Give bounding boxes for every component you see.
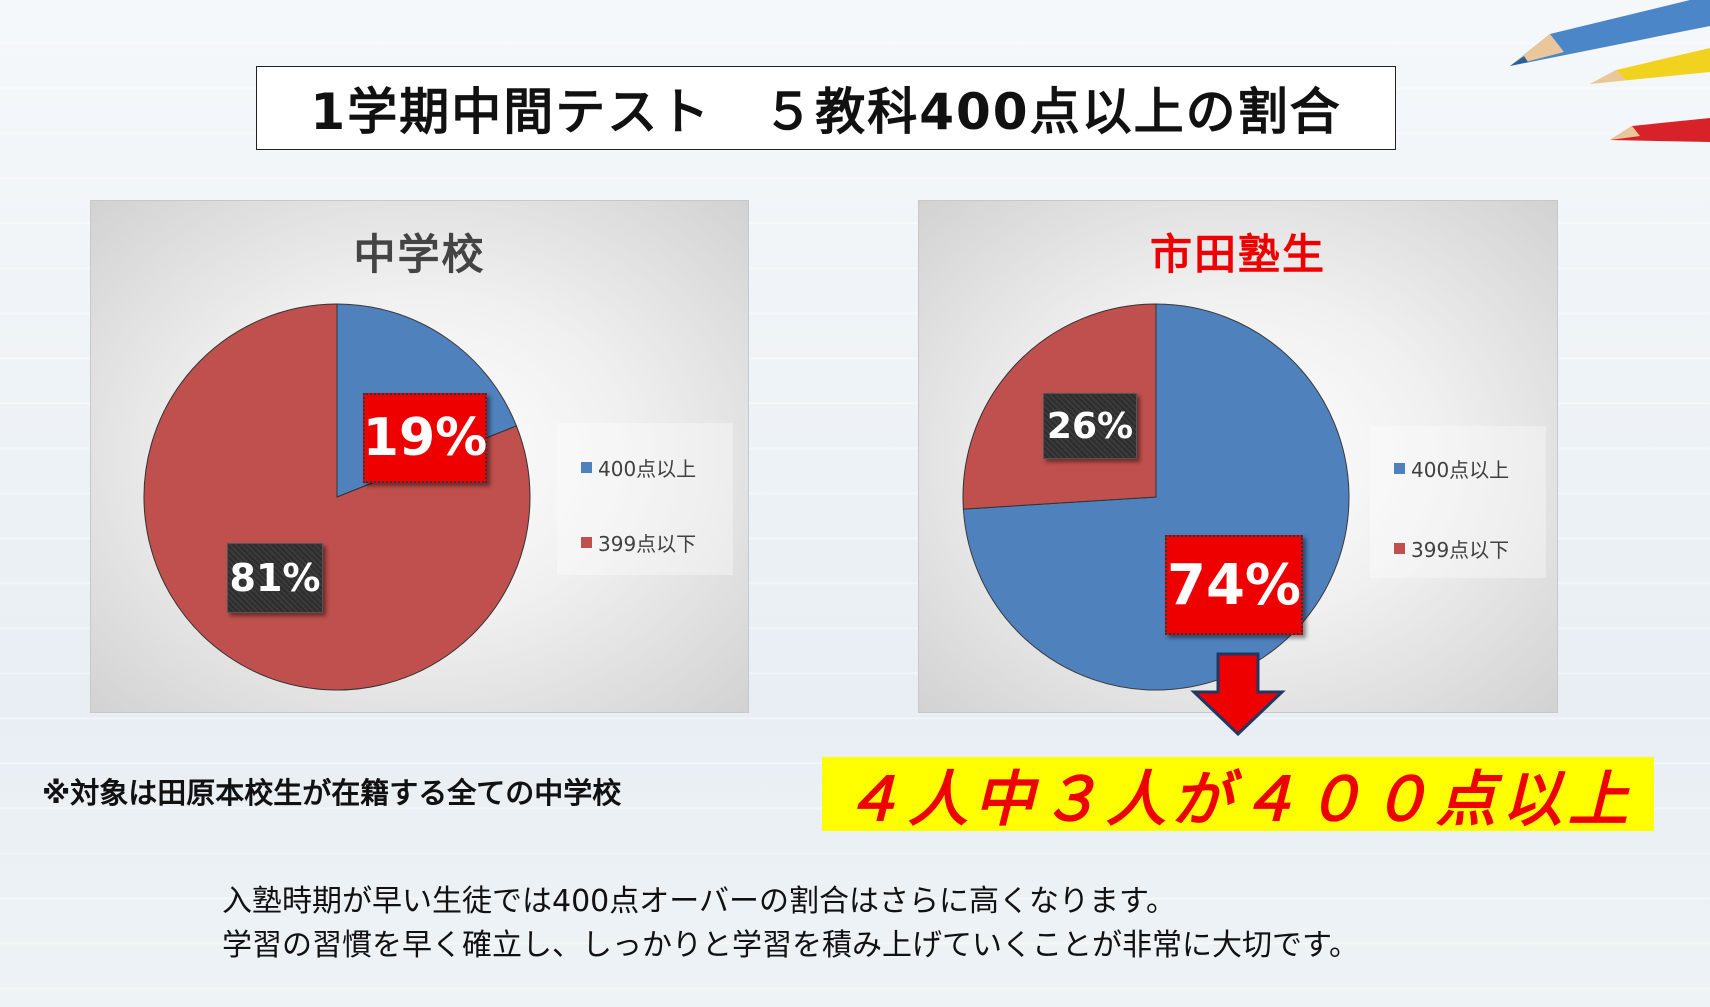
pencils-decoration [1510,0,1710,142]
data-label-school-400-over: 19% [363,393,487,483]
legend-swatch-blue [1394,463,1405,474]
highlight-text: ４人中３人が４００点以上 [842,764,1634,835]
legend-item-400-over: 400点以上 [1394,454,1509,483]
page-title: 1学期中間テスト ５教科400点以上の割合 [310,83,1342,141]
chart-title-juku: 市田塾生 [1149,230,1326,279]
legend-swatch-red [581,537,592,548]
footnote: ※対象は田原本校生が在籍する全ての中学校 [42,776,622,810]
chart-panel-juku: 市田塾生 400点以上 399点以下 74% 26% [918,200,1558,713]
data-label-juku-400-over: 74% [1165,535,1303,635]
legend-school: 400点以上 399点以下 [557,423,733,575]
legend-label: 400点以上 [1411,458,1510,482]
data-label-juku-399-under: 26% [1043,393,1137,459]
legend-label: 399点以下 [598,532,697,556]
chart-panel-school: 中学校 400点以上 399点以下 19% 81% [90,200,749,713]
body-line-1: 入塾時期が早い生徒では400点オーバーの割合はさらに高くなります。 [222,884,1176,919]
data-label-school-399-under: 81% [227,543,323,613]
legend-item-399-under: 399点以下 [581,528,696,557]
legend-swatch-red [1394,543,1405,554]
body-text: 入塾時期が早い生徒では400点オーバーの割合はさらに高くなります。 学習の習慣を… [222,880,1359,968]
legend-juku: 400点以上 399点以下 [1370,426,1546,578]
down-arrow-icon [1190,652,1286,736]
legend-item-399-under: 399点以下 [1394,534,1509,563]
body-line-2: 学習の習慣を早く確立し、しっかりと学習を積み上げていくことが非常に大切です。 [222,928,1359,963]
legend-label: 399点以下 [1411,538,1510,562]
legend-label: 400点以上 [598,457,697,481]
chart-title-school: 中学校 [353,230,486,279]
highlight-banner: ４人中３人が４００点以上 [822,757,1654,835]
page-title-box: 1学期中間テスト ５教科400点以上の割合 [256,66,1396,150]
legend-item-400-over: 400点以上 [581,453,696,482]
legend-swatch-blue [581,462,592,473]
